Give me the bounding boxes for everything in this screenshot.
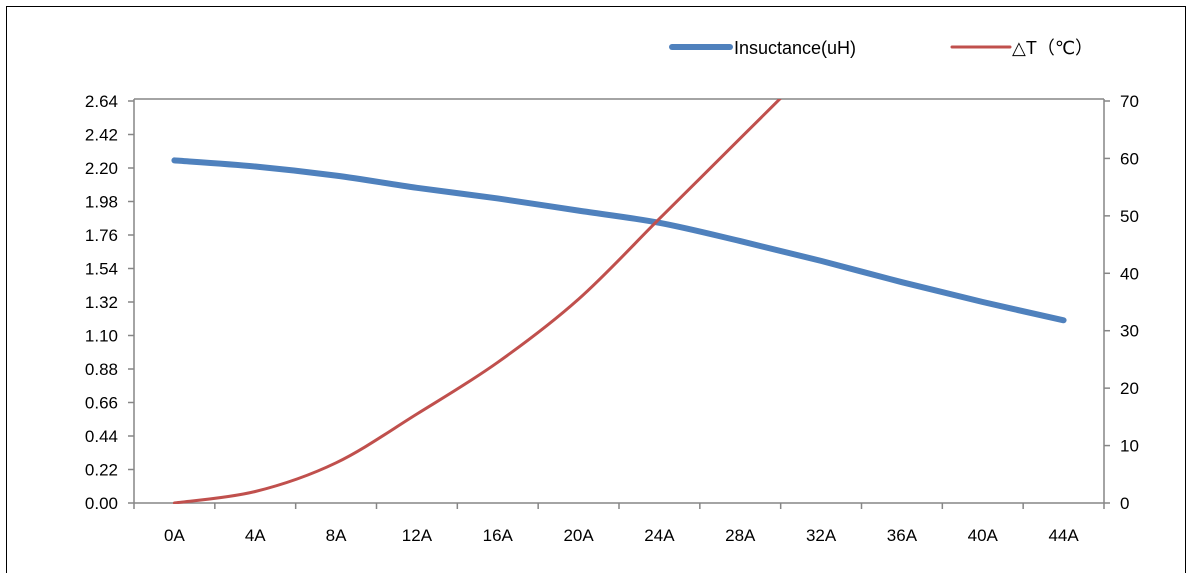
right-tick-label: 20: [1120, 379, 1139, 398]
right-tick-label: 10: [1120, 437, 1139, 456]
left-tick-label: 2.64: [85, 92, 118, 111]
x-tick-label: 0A: [164, 526, 185, 545]
left-tick-label: 2.20: [85, 159, 118, 178]
left-tick-label: 0.00: [85, 494, 118, 513]
legend-label-1: △T（℃）: [1012, 38, 1093, 58]
series-line-0: [171, 157, 1067, 324]
x-tick-label: 28A: [725, 526, 756, 545]
left-tick-label: 1.54: [85, 260, 118, 279]
left-tick-label: 2.42: [85, 126, 118, 145]
x-tick-label: 24A: [644, 526, 675, 545]
chart-frame: [6, 6, 1186, 573]
x-tick-label: 36A: [887, 526, 918, 545]
legend: Insuctance(uH) △T（℃）: [669, 38, 1093, 58]
left-tick-label: 0.22: [85, 461, 118, 480]
x-tick-label: 12A: [402, 526, 433, 545]
left-tick-label: 0.66: [85, 394, 118, 413]
left-axis-ticks: 0.00 0.22 0.44 0.66 0.88 1.10 1.32 1.54 1.76 1.98…: [85, 92, 134, 513]
x-tick-label: 44A: [1048, 526, 1079, 545]
left-tick-label: 1.98: [85, 193, 118, 212]
legend-label-0: Insuctance(uH): [734, 38, 856, 58]
left-tick-label: 1.10: [85, 327, 118, 346]
x-axis-ticks: 0A 4A 8A 12A 16A 20A 24A 28A 32A 36A 40A 44A: [133, 503, 1105, 545]
right-tick-label: 40: [1120, 264, 1139, 283]
x-tick-label: 32A: [806, 526, 837, 545]
right-tick-label: 50: [1120, 207, 1139, 226]
right-axis-ticks: 0 10 20 30 40 50 60 70: [1104, 92, 1139, 513]
right-tick-label: 0: [1120, 494, 1129, 513]
axes: [133, 98, 1105, 504]
left-tick-label: 0.88: [85, 360, 118, 379]
series-line-1: [172, 99, 782, 504]
x-tick-label: 40A: [968, 526, 999, 545]
right-tick-label: 30: [1120, 322, 1139, 341]
left-tick-label: 1.76: [85, 226, 118, 245]
x-tick-label: 16A: [483, 526, 514, 545]
right-tick-label: 70: [1120, 92, 1139, 111]
x-tick-label: 8A: [326, 526, 347, 545]
x-tick-label: 4A: [245, 526, 266, 545]
right-tick-label: 60: [1120, 149, 1139, 168]
left-tick-label: 0.44: [85, 427, 118, 446]
series-layer: [171, 99, 1067, 504]
left-tick-label: 1.32: [85, 293, 118, 312]
x-tick-label: 20A: [563, 526, 594, 545]
